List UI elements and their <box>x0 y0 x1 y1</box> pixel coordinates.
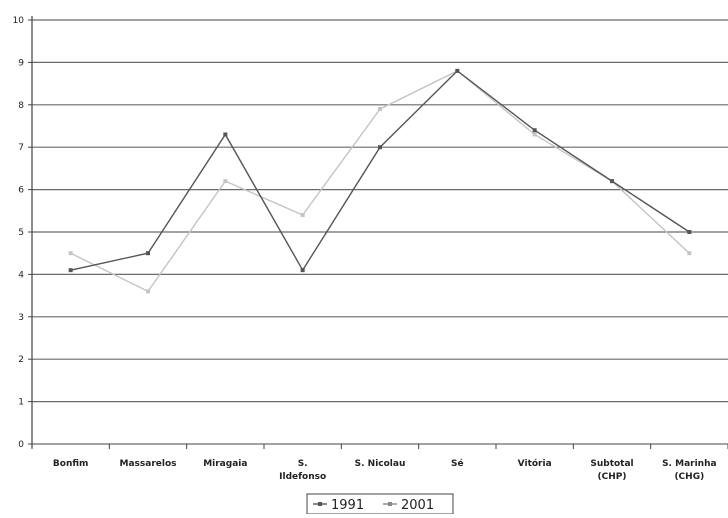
data-point-2001 <box>146 289 150 294</box>
data-point-2001 <box>223 179 228 184</box>
data-point-1991 <box>610 179 614 184</box>
x-tick-label: Massarelos <box>120 459 177 469</box>
data-point-1991 <box>223 132 228 137</box>
y-tick-label: 2 <box>18 355 24 365</box>
legend: 1991 2001 <box>306 493 454 515</box>
y-tick-label: 3 <box>18 313 24 323</box>
y-tick-label: 1 <box>18 398 24 408</box>
data-point-1991 <box>146 251 150 256</box>
y-tick-label: 10 <box>13 16 25 26</box>
x-tick-label: Miragaia <box>203 459 247 469</box>
series-line-2001 <box>70 70 690 293</box>
data-point-1991 <box>300 268 305 273</box>
y-tick-label: 5 <box>18 228 24 238</box>
data-point-2001 <box>300 213 305 218</box>
data-point-2001 <box>378 107 382 112</box>
x-tick-label: S. Marinha (CHG) <box>662 459 716 482</box>
x-tick-label: S. Ildefonso <box>279 459 326 482</box>
x-tick-label: Vitória <box>518 458 552 469</box>
data-point-1991 <box>687 230 692 234</box>
series-line-1991 <box>70 69 690 272</box>
x-tick-label: Sé <box>451 458 464 469</box>
grid-lines <box>32 19 728 445</box>
x-tick-label: Bonfim <box>53 459 89 469</box>
x-tick-label: Subtotal (CHP) <box>590 459 633 482</box>
legend-label-2001: 2001 <box>401 498 434 513</box>
y-tick-label: 9 <box>18 58 24 68</box>
data-point-2001 <box>687 251 692 256</box>
x-tick-label: S. Nicolau <box>355 459 406 469</box>
series-lines <box>68 68 692 294</box>
data-point-1991 <box>378 145 382 150</box>
data-point-1991 <box>68 268 73 273</box>
legend-label-1991: 1991 <box>331 498 364 513</box>
data-point-1991 <box>455 68 460 73</box>
data-point-2001 <box>68 251 73 256</box>
y-tick-label: 0 <box>18 440 24 450</box>
data-point-1991 <box>532 128 537 133</box>
y-tick-label: 6 <box>18 186 24 196</box>
y-tick-labels: 0 1 2 3 4 5 6 7 8 9 10 <box>13 16 25 450</box>
x-tick-labels: Bonfim Massarelos Miragaia S. Ildefonso S. Ni… <box>53 458 717 482</box>
data-point-2001 <box>532 132 537 137</box>
axes <box>28 16 728 449</box>
y-tick-label: 8 <box>18 101 24 111</box>
y-tick-label: 7 <box>18 143 24 153</box>
y-tick-label: 4 <box>18 270 24 280</box>
